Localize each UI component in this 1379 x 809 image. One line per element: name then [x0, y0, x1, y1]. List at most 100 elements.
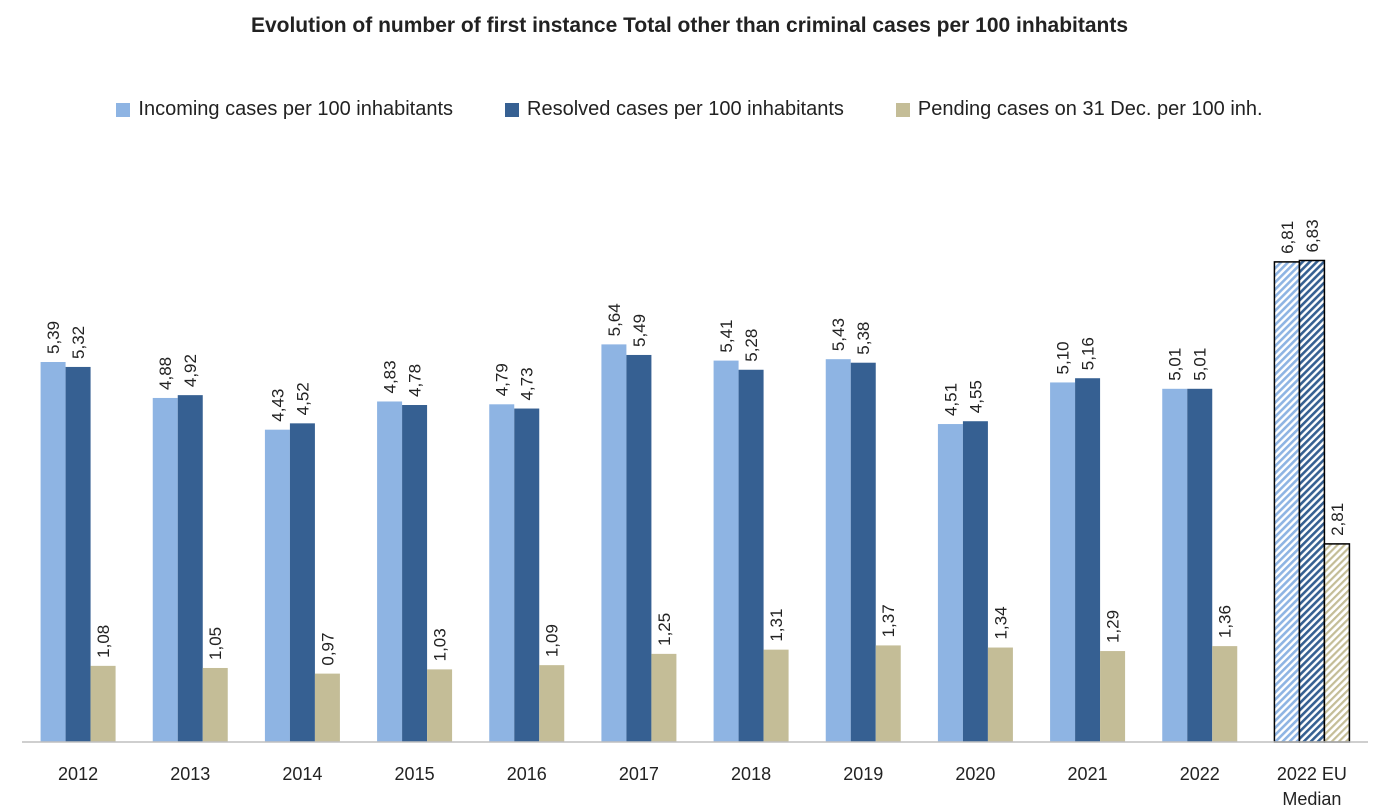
- bar-pending-2018: [763, 649, 789, 742]
- bar-resolved-2015: [402, 405, 428, 742]
- data-label-pending-2022: 1,36: [1216, 605, 1235, 638]
- x-tick-label-2016: 2016: [507, 764, 547, 784]
- data-label-resolved-2012: 5,32: [69, 326, 88, 359]
- chart-title: Evolution of number of first instance To…: [250, 14, 1129, 37]
- bar-resolved-2014: [289, 423, 315, 742]
- data-label-incoming-2022: 5,01: [1166, 348, 1185, 381]
- legend-swatch-resolved: [505, 102, 520, 117]
- bar-incoming-2014: [264, 429, 290, 742]
- x-tick-labels-group: 2012 2013 2014 2015 2016 2017 2018 2019 2020 2021…: [58, 764, 1347, 809]
- data-label-resolved-2014: 4,52: [293, 382, 312, 415]
- data-label-pending-2018: 1,31: [767, 609, 786, 642]
- bar-pending-2012: [90, 665, 116, 742]
- bar-resolved-2017: [626, 354, 652, 742]
- data-label-pending-2016: 1,09: [543, 624, 562, 657]
- bar-pending-2019: [875, 645, 901, 742]
- bar-incoming-2016: [489, 404, 515, 742]
- data-label-resolved-2021: 5,16: [1079, 337, 1098, 370]
- x-tick-label-2022: 2022: [1180, 764, 1220, 784]
- bar-resolved-2020: [962, 421, 988, 742]
- x-tick-label-2020: 2020: [955, 764, 995, 784]
- bars-group: [40, 259, 1351, 743]
- data-label-pending-2019: 1,37: [879, 604, 898, 637]
- data-label-incoming-2012: 5,39: [44, 321, 63, 354]
- bar-incoming-2022-eu-median: [1273, 261, 1301, 743]
- data-label-incoming-2018: 5,41: [717, 320, 736, 353]
- data-labels-group: 5,39 5,32 1,08 4,88 4,92 1,05 4,43 4,52 0,97 4,83…: [44, 219, 1347, 665]
- x-tick-label-2017: 2017: [619, 764, 659, 784]
- bar-pending-2015: [427, 669, 453, 742]
- data-label-resolved-2017: 5,49: [630, 314, 649, 347]
- bar-resolved-2013: [177, 395, 203, 742]
- bar-pending-2022-eu-median: [1323, 543, 1351, 743]
- x-tick-label-2013: 2013: [170, 764, 210, 784]
- bar-resolved-2022-eu-median: [1298, 259, 1326, 743]
- x-tick-label-2019: 2019: [843, 764, 883, 784]
- legend-item-pending: Pending cases on 31 Dec. per 100 inh.: [895, 98, 1263, 121]
- data-label-incoming-2017: 5,64: [605, 303, 624, 336]
- legend-label-pending: Pending cases on 31 Dec. per 100 inh.: [917, 98, 1263, 120]
- legend-label-incoming: Incoming cases per 100 inhabitants: [138, 98, 454, 120]
- data-label-resolved-2022: 5,01: [1191, 348, 1210, 381]
- x-tick-label-2022-eu-median-line2: Median: [1282, 789, 1341, 809]
- data-label-resolved-2022-eu-median: 6,83: [1303, 219, 1322, 252]
- bar-incoming-2019: [825, 359, 851, 742]
- bar-incoming-2018: [713, 360, 739, 742]
- bar-pending-2017: [651, 653, 677, 742]
- x-tick-label-2021: 2021: [1068, 764, 1108, 784]
- data-label-pending-2012: 1,08: [94, 625, 113, 658]
- data-label-pending-2020: 1,34: [991, 606, 1010, 639]
- data-label-incoming-2020: 4,51: [941, 383, 960, 416]
- data-label-incoming-2022-eu-median: 6,81: [1278, 221, 1297, 254]
- data-label-pending-2022-eu-median: 2,81: [1328, 503, 1347, 536]
- bar-pending-2013: [202, 667, 228, 742]
- legend-item-resolved: Resolved cases per 100 inhabitants: [505, 98, 844, 121]
- data-label-resolved-2020: 4,55: [966, 380, 985, 413]
- x-tick-label-2018: 2018: [731, 764, 771, 784]
- data-label-resolved-2016: 4,73: [518, 367, 537, 400]
- bar-resolved-2016: [514, 408, 540, 742]
- data-label-incoming-2014: 4,43: [268, 389, 287, 422]
- bar-incoming-2017: [601, 344, 627, 742]
- data-label-incoming-2021: 5,10: [1054, 341, 1073, 374]
- bar-pending-2020: [987, 647, 1013, 742]
- bar-incoming-2021: [1050, 382, 1076, 742]
- data-label-resolved-2013: 4,92: [181, 354, 200, 387]
- data-label-incoming-2019: 5,43: [829, 318, 848, 351]
- x-tick-label-2012: 2012: [58, 764, 98, 784]
- bar-pending-2022: [1212, 646, 1238, 742]
- x-tick-label-2022-eu-median-line1: 2022 EU: [1277, 764, 1347, 784]
- bar-resolved-2021: [1075, 378, 1101, 742]
- legend-swatch-pending: [895, 102, 910, 117]
- data-label-resolved-2018: 5,28: [742, 329, 761, 362]
- legend-item-incoming: Incoming cases per 100 inhabitants: [116, 98, 453, 121]
- bar-resolved-2019: [850, 362, 876, 742]
- legend-label-resolved: Resolved cases per 100 inhabitants: [527, 98, 844, 120]
- data-label-pending-2014: 0,97: [318, 633, 337, 666]
- data-label-incoming-2013: 4,88: [156, 357, 175, 390]
- data-label-pending-2021: 1,29: [1104, 610, 1123, 643]
- data-label-resolved-2019: 5,38: [854, 322, 873, 355]
- bar-resolved-2018: [738, 369, 764, 742]
- bar-resolved-2022: [1187, 388, 1213, 742]
- data-label-resolved-2015: 4,78: [406, 364, 425, 397]
- legend: Incoming cases per 100 inhabitants Resol…: [0, 98, 1379, 121]
- bar-resolved-2012: [65, 366, 91, 742]
- bar-pending-2014: [314, 673, 340, 742]
- data-label-incoming-2016: 4,79: [493, 363, 512, 396]
- bar-incoming-2013: [152, 397, 178, 742]
- bar-incoming-2015: [377, 401, 403, 742]
- bar-incoming-2022: [1162, 388, 1188, 742]
- bar-pending-2016: [539, 665, 565, 742]
- bar-pending-2021: [1100, 651, 1126, 742]
- x-tick-label-2014: 2014: [282, 764, 322, 784]
- data-label-incoming-2015: 4,83: [381, 360, 400, 393]
- data-label-pending-2017: 1,25: [655, 613, 674, 646]
- data-label-pending-2015: 1,03: [431, 628, 450, 661]
- x-tick-label-2015: 2015: [395, 764, 435, 784]
- data-label-pending-2013: 1,05: [206, 627, 225, 660]
- legend-swatch-incoming: [116, 102, 131, 117]
- bar-incoming-2012: [40, 362, 66, 742]
- bar-incoming-2020: [937, 424, 963, 742]
